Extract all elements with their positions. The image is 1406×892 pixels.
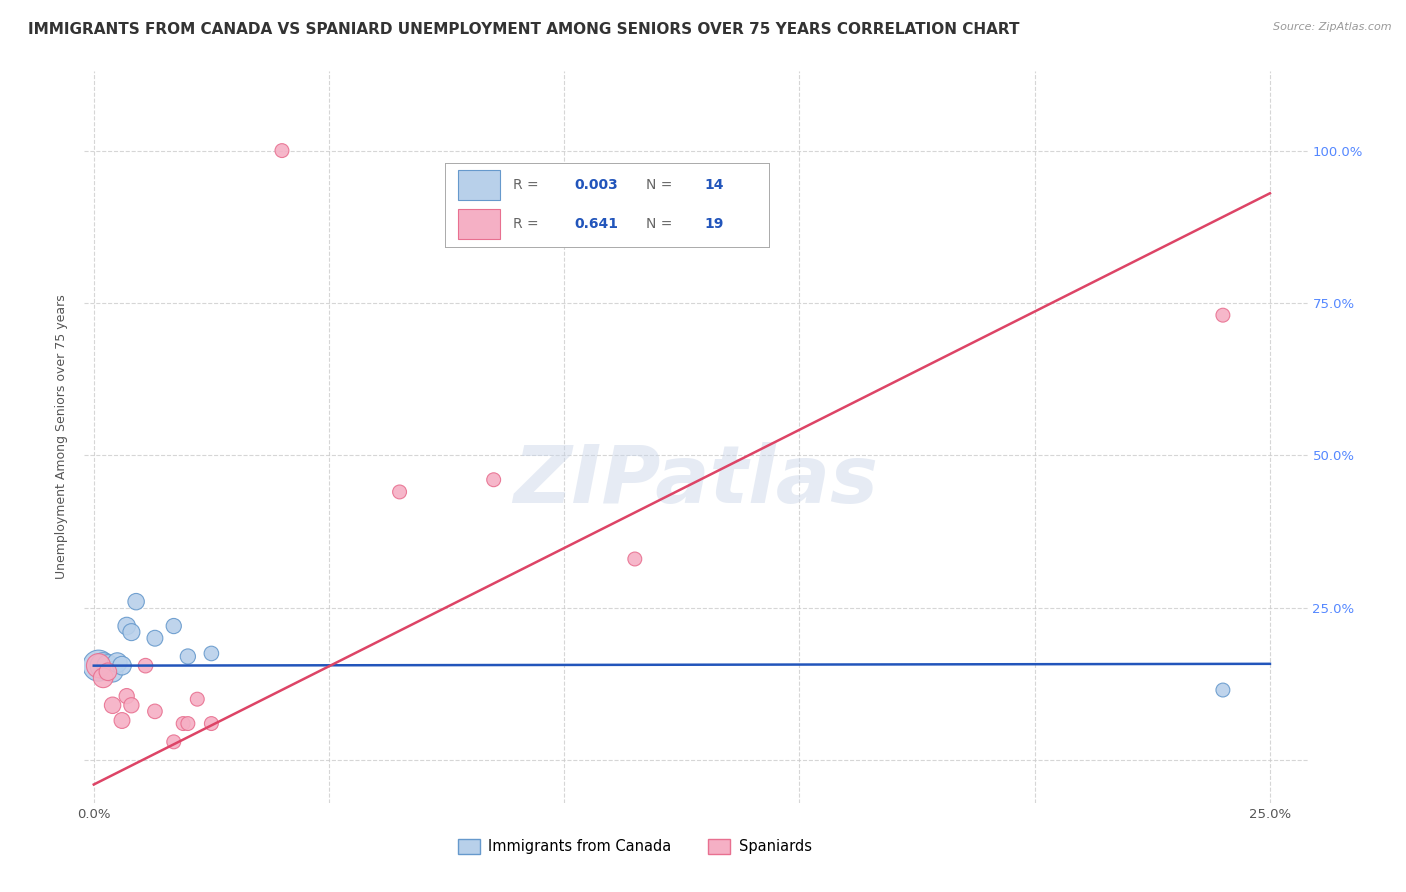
Point	[101, 698, 124, 713]
Point	[1212, 308, 1234, 322]
Point	[87, 658, 110, 673]
Point	[97, 658, 120, 673]
Point	[624, 552, 647, 566]
Point	[163, 619, 186, 633]
Text: IMMIGRANTS FROM CANADA VS SPANIARD UNEMPLOYMENT AMONG SENIORS OVER 75 YEARS CORR: IMMIGRANTS FROM CANADA VS SPANIARD UNEMP…	[28, 22, 1019, 37]
Point	[111, 714, 134, 728]
Point	[388, 485, 411, 500]
Point	[482, 473, 505, 487]
Point	[200, 647, 222, 661]
Y-axis label: Unemployment Among Seniors over 75 years: Unemployment Among Seniors over 75 years	[55, 294, 69, 580]
Point	[143, 705, 166, 719]
Point	[105, 656, 128, 670]
Point	[115, 619, 138, 633]
Point	[186, 692, 208, 706]
Point	[200, 716, 222, 731]
Point	[120, 625, 142, 640]
Point	[125, 594, 148, 608]
Text: Source: ZipAtlas.com: Source: ZipAtlas.com	[1274, 22, 1392, 32]
Point	[172, 716, 194, 731]
Point	[163, 735, 186, 749]
Point	[97, 665, 120, 679]
Legend: Immigrants from Canada, Spaniards: Immigrants from Canada, Spaniards	[450, 831, 820, 862]
Point	[271, 144, 294, 158]
Point	[120, 698, 142, 713]
Point	[135, 658, 157, 673]
Text: ZIPatlas: ZIPatlas	[513, 442, 879, 520]
Point	[1212, 683, 1234, 698]
Point	[143, 632, 166, 646]
Point	[91, 658, 114, 673]
Point	[177, 649, 200, 664]
Point	[101, 665, 124, 679]
Point	[91, 671, 114, 685]
Point	[177, 716, 200, 731]
Point	[111, 658, 134, 673]
Point	[115, 689, 138, 703]
Point	[87, 658, 110, 673]
